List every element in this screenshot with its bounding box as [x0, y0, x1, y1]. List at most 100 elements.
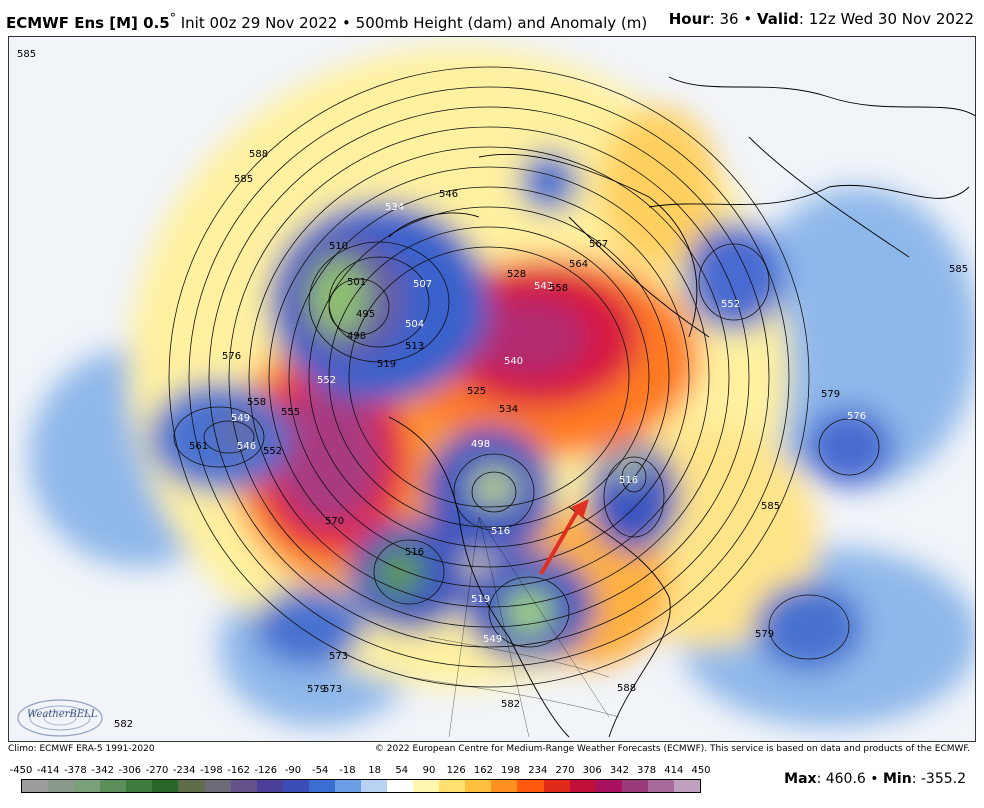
colorbar-tick-label: -234 — [172, 765, 196, 776]
colorbar-tick-label: 306 — [582, 765, 602, 776]
colorbar-tick-label: -306 — [118, 765, 142, 776]
product-name: ECMWF Ens [M] 0.5 — [6, 14, 170, 32]
colorbar-tick-label: -162 — [227, 765, 250, 776]
contour-label: 585 — [17, 49, 36, 60]
chart-title: ECMWF Ens [M] 0.5° Init 00z 29 Nov 2022 … — [6, 10, 647, 32]
contour-label: 585 — [234, 174, 253, 185]
colorbar-swatch — [621, 780, 648, 792]
contour-label: 507 — [413, 279, 432, 290]
map-panel: 585 588 585 582 534 546 510 501 507 495 … — [8, 36, 976, 742]
valid-value: : 12z Wed 30 Nov 2022 — [798, 10, 974, 28]
contour-label: 516 — [491, 526, 510, 537]
contour-label: 552 — [721, 299, 740, 310]
climo-note: Climo: ECMWF ERA-5 1991-2020 — [8, 744, 155, 754]
contour-label: 498 — [347, 331, 366, 342]
max-label: Max — [784, 771, 817, 787]
contour-label: 579 — [755, 629, 774, 640]
contour-label: 504 — [405, 319, 424, 330]
contour-label: 501 — [347, 277, 366, 288]
hour-label: Hour — [668, 10, 710, 28]
contour-label: 513 — [405, 341, 424, 352]
min-label: Min — [882, 771, 912, 787]
contour-label: 573 — [323, 684, 342, 695]
colorbar-swatch — [334, 780, 362, 792]
colorbar-swatch — [569, 780, 596, 792]
degree-symbol: ° — [169, 10, 176, 25]
contour-label: 549 — [231, 413, 250, 424]
logo-text: WeatherBELL — [27, 709, 98, 720]
colorbar-swatch — [204, 780, 231, 792]
copyright-note: © 2022 European Centre for Medium-Range … — [374, 744, 970, 754]
colorbar-swatch — [361, 780, 388, 792]
contour-label: 582 — [114, 719, 133, 730]
contour-label: 579 — [307, 684, 326, 695]
colorbar-labels: -450 -414 -378 -342 -306 -270 -234 -198 -162 -126… — [10, 765, 711, 777]
colorbar-swatch — [282, 780, 309, 792]
contour-label: 576 — [847, 411, 866, 422]
contour-label: 534 — [499, 404, 518, 415]
height-contours — [168, 66, 880, 688]
max-min-readout: Max: 460.6 • Min: -355.2 — [784, 771, 966, 787]
colorbar-swatch — [647, 780, 674, 792]
contour-label: 510 — [329, 241, 348, 252]
contour-label: 534 — [385, 202, 404, 213]
colorbar-tick-label: -342 — [91, 765, 114, 776]
contour-label: 546 — [237, 441, 256, 452]
contour-label: 495 — [356, 309, 375, 320]
min-value: : -355.2 — [911, 771, 966, 787]
colorbar-swatch — [308, 780, 335, 792]
contour-labels: 585 588 585 582 534 546 510 501 507 495 … — [17, 49, 968, 730]
contour-label: 528 — [507, 269, 526, 280]
colorbar-swatch — [543, 780, 570, 792]
title-bar: ECMWF Ens [M] 0.5° Init 00z 29 Nov 2022 … — [0, 0, 984, 36]
contour-label: 585 — [761, 501, 780, 512]
contour-label: 555 — [281, 407, 300, 418]
colorbar-tick-label: 414 — [664, 765, 684, 776]
contour-label: 558 — [549, 283, 568, 294]
colorbar-swatch — [256, 780, 283, 792]
colorbar-swatch — [413, 780, 440, 792]
colorbar-tick-label: 198 — [501, 765, 521, 776]
colorbar-tick-label: 162 — [473, 765, 493, 776]
contour-label: 579 — [821, 389, 840, 400]
colorbar — [21, 779, 701, 793]
colorbar-tick-label: -54 — [312, 765, 329, 776]
contour-label: 582 — [501, 699, 520, 710]
colorbar-swatch — [126, 780, 153, 792]
colorbar-tick-label: -90 — [284, 765, 302, 776]
colorbar-tick-label: -18 — [339, 765, 356, 776]
contour-label: 540 — [504, 356, 523, 367]
contour-label: 498 — [471, 439, 490, 450]
colorbar-tick-label: 54 — [395, 765, 409, 776]
colorbar-tick-label: -378 — [64, 765, 87, 776]
colorbar-swatch — [465, 780, 492, 792]
contour-label: 588 — [249, 149, 268, 160]
contour-label: 564 — [569, 259, 588, 270]
contour-label: 516 — [619, 475, 638, 486]
colorbar-swatch — [439, 780, 466, 792]
colorbar-swatch — [673, 780, 701, 792]
contour-label: 567 — [589, 239, 608, 250]
contour-label: 549 — [483, 634, 502, 645]
colorbar-swatch — [387, 780, 414, 792]
contour-label: 585 — [949, 264, 968, 275]
contour-label: 525 — [467, 386, 486, 397]
contour-label: 561 — [189, 441, 208, 452]
colorbar-swatch — [491, 780, 518, 792]
contour-label: 576 — [222, 351, 241, 362]
contour-label: 543 — [534, 281, 553, 292]
colorbar-tick-label: 234 — [528, 765, 548, 776]
colorbar-swatch — [517, 780, 544, 792]
colorbar-tick-label: -198 — [200, 765, 223, 776]
colorbar-tick-label: -450 — [9, 765, 33, 776]
contour-label: 552 — [317, 375, 336, 386]
contour-label: 570 — [325, 516, 344, 527]
colorbar-swatch — [22, 780, 49, 792]
colorbar-tick-label: 378 — [637, 765, 657, 776]
colorbar-swatch — [178, 780, 205, 792]
contour-label: 552 — [263, 446, 282, 457]
contour-label: 519 — [377, 359, 396, 370]
valid-label: Valid — [756, 10, 799, 28]
red-arrow-annotation — [539, 499, 589, 576]
anomaly-field — [29, 47, 975, 727]
